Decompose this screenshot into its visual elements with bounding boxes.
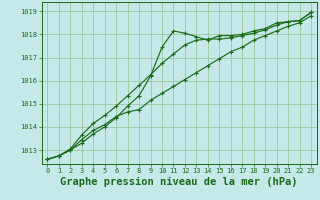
X-axis label: Graphe pression niveau de la mer (hPa): Graphe pression niveau de la mer (hPa) [60,177,298,187]
